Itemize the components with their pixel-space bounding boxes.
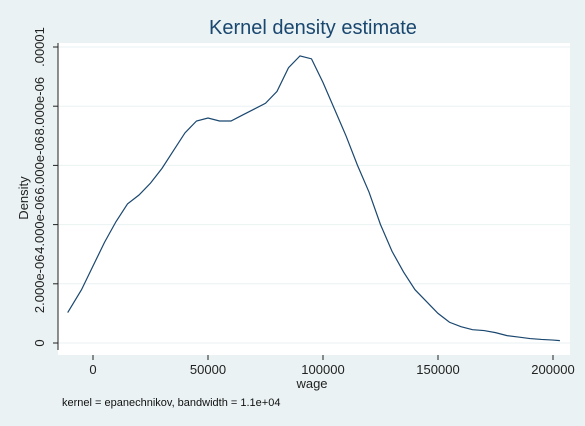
x-tick-label-3: 150000 (416, 362, 459, 377)
y-tick-label-3: 6.000e-06 (32, 136, 47, 195)
plot-area (58, 43, 570, 355)
y-axis-title: Density (16, 176, 31, 220)
x-tick-label-1: 50000 (190, 362, 226, 377)
y-tick-label-1: 2.000e-06 (32, 255, 47, 314)
density-line (67, 55, 560, 342)
chart-title: Kernel density estimate (209, 17, 417, 39)
y-tick-label-0: 0 (32, 339, 47, 346)
kernel-note: kernel = epanechnikov, bandwidth = 1.1e+… (62, 397, 280, 409)
grid-lines (58, 46, 570, 344)
x-tick-label-0: 0 (89, 362, 96, 377)
x-tick-label-4: 200000 (531, 362, 574, 377)
x-axis-title: wage (295, 376, 327, 391)
y-tick-label-5: .00001 (32, 27, 47, 67)
x-tick-label-2: 100000 (301, 362, 344, 377)
y-tick-label-2: 4.000e-06 (32, 195, 47, 254)
y-axis-ticks: 0 2.000e-064.000e-066.000e-068.000e-06 .00… (32, 27, 58, 347)
x-axis-ticks: 0 50000 100000 150000 200000 (89, 355, 575, 377)
y-tick-label-4: 8.000e-06 (32, 77, 47, 136)
